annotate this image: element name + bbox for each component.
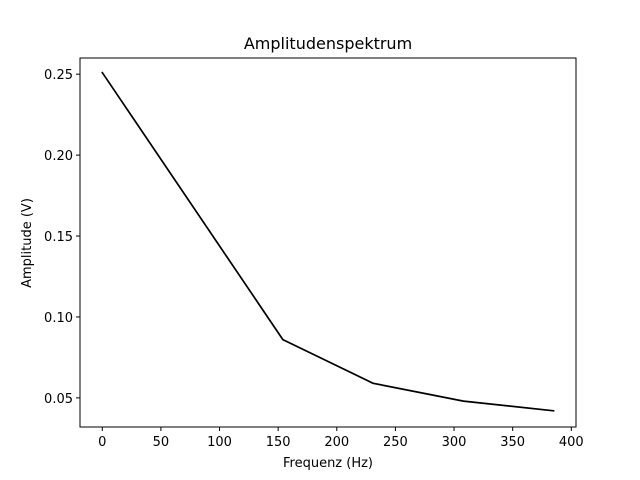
chart-title: Amplitudenspektrum xyxy=(244,34,412,53)
x-tick-label: 400 xyxy=(559,435,584,450)
y-tick-label: 0.05 xyxy=(44,392,73,407)
x-tick-label: 50 xyxy=(153,435,170,450)
y-tick-label: 0.15 xyxy=(44,230,73,245)
x-axis-ticks: 0 50 100 150 200 250 300 350 400 xyxy=(98,427,584,450)
data-series xyxy=(101,71,555,412)
y-tick-label: 0.25 xyxy=(44,68,73,83)
x-tick-label: 350 xyxy=(500,435,525,450)
x-tick-label: 0 xyxy=(98,435,106,450)
y-tick-label: 0.20 xyxy=(44,149,73,164)
plot-area-frame xyxy=(79,57,577,428)
x-axis-label: Frequenz (Hz) xyxy=(283,456,373,471)
series-line xyxy=(101,71,555,412)
x-tick-label: 300 xyxy=(442,435,467,450)
y-axis-label: Amplitude (V) xyxy=(20,198,35,288)
y-axis-ticks: 0.05 0.10 0.15 0.20 0.25 xyxy=(44,68,80,407)
x-tick-label: 150 xyxy=(266,435,291,450)
y-tick-label: 0.10 xyxy=(44,311,73,326)
x-tick-label: 200 xyxy=(324,435,349,450)
x-tick-label: 250 xyxy=(383,435,408,450)
x-tick-label: 100 xyxy=(207,435,232,450)
